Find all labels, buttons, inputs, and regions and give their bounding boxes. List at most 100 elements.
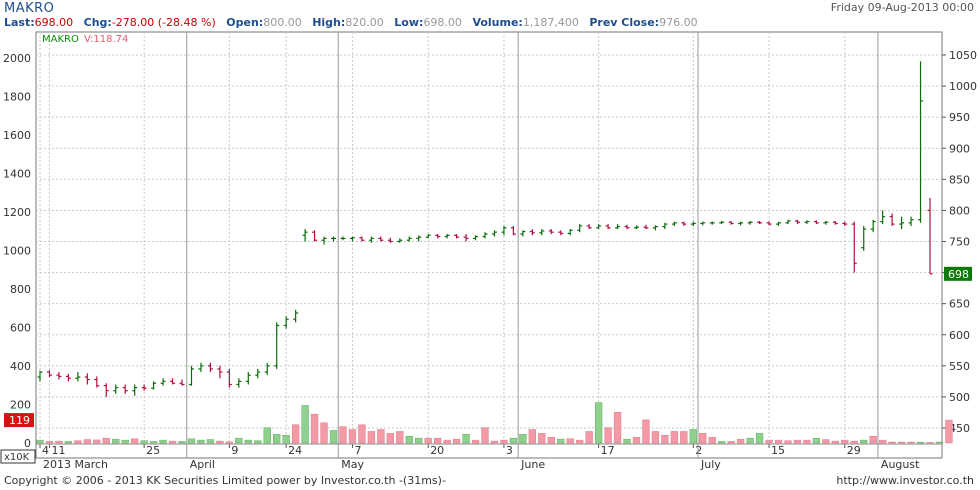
last-volume-badge [4, 413, 34, 428]
volume-bar [386, 433, 394, 444]
legend-symbol: MAKRO [42, 34, 79, 45]
month-label: June [520, 458, 545, 471]
volume-bar [699, 433, 707, 444]
volume-bar [102, 437, 110, 444]
volume-bar [755, 433, 764, 444]
x-axis-label: 25 [146, 444, 160, 457]
month-label: August [881, 458, 920, 471]
volume-bar [462, 434, 470, 444]
volume-bar [670, 431, 679, 444]
volume-label: Volume: [472, 16, 523, 29]
open-label: Open: [226, 16, 264, 29]
volume-bar [434, 437, 442, 444]
volume-bar [45, 441, 54, 444]
volume-bar [765, 439, 773, 444]
volume-bar [187, 438, 196, 444]
prev-close-label: Prev Close: [589, 16, 660, 29]
left-axis-label: 1600 [3, 129, 31, 142]
volume-bar [689, 429, 697, 444]
month-label: May [341, 458, 364, 471]
volume-unit-box [0, 449, 36, 464]
volume-bar [443, 439, 451, 444]
volume-bar [841, 439, 849, 444]
volume-bar [661, 435, 669, 444]
right-axis-label: 750 [949, 236, 970, 249]
copyright: Copyright © 2006 - 2013 KK Securities Li… [4, 474, 446, 487]
volume-bar [452, 438, 461, 444]
volume-bar [471, 439, 480, 444]
volume-bar [774, 439, 783, 444]
volume-bar [945, 419, 953, 444]
right-axis-label: 850 [949, 173, 970, 186]
volume-bar [55, 440, 63, 444]
left-axis-label: 600 [10, 322, 31, 335]
volume-bar [793, 439, 802, 444]
volume-value: 1,187,400 [522, 16, 579, 29]
right-axis-label: 650 [949, 298, 970, 311]
volume-bar [254, 440, 262, 444]
volume-bar [481, 427, 489, 444]
volume-bar [831, 440, 839, 444]
volume-unit-label: x10K [4, 452, 30, 463]
last-label: Last: [4, 16, 35, 29]
volume-bar [888, 441, 896, 444]
volume-bar [301, 405, 309, 444]
right-axis-label: 950 [949, 111, 970, 124]
x-axis-label: 7 [354, 444, 361, 457]
right-axis-label: 450 [949, 422, 970, 435]
x-axis-label: 9 [231, 444, 238, 457]
volume-bar [149, 441, 158, 444]
x-axis-label: 24 [288, 444, 302, 457]
last-volume-badge-label: 119 [9, 414, 30, 427]
volume-bar [216, 440, 224, 444]
volume-bar [803, 439, 811, 444]
volume-bar [604, 427, 612, 444]
volume-bar [282, 435, 290, 444]
low-label: Low: [394, 16, 424, 29]
volume-bar [339, 426, 347, 444]
price-chart[interactable]: 4505005506006507007508008509009501000105… [0, 0, 980, 474]
volume-bar [424, 437, 432, 444]
volume-bar [708, 436, 716, 444]
legend-volume: V:118.74 [84, 34, 128, 45]
volume-bar [367, 431, 376, 444]
volume-bar [140, 440, 148, 444]
volume-bar [93, 439, 101, 444]
volume-bar [291, 424, 300, 444]
high-value: 820.00 [345, 16, 384, 29]
session-date: Friday 09-Aug-2013 00:00 [830, 1, 974, 14]
volume-bar [235, 437, 243, 444]
symbol-title: MAKRO [4, 1, 55, 16]
site-link[interactable]: http://www.investor.co.th [836, 474, 974, 487]
volume-bar [74, 440, 82, 444]
x-axis-label: 17 [601, 444, 615, 457]
volume-bar [528, 429, 536, 444]
right-axis-label: 600 [949, 329, 970, 342]
plot-frame [35, 31, 943, 459]
volume-bar [869, 436, 877, 444]
volume-bar [822, 439, 830, 444]
month-label: April [190, 458, 215, 471]
volume-bar [538, 433, 546, 444]
left-axis-label: 400 [10, 360, 31, 373]
volume-bar [64, 441, 73, 444]
volume-bar [36, 439, 44, 444]
month-label: 2013 March [43, 458, 108, 471]
volume-bar [860, 439, 868, 444]
volume-bar [197, 439, 205, 444]
volume-bar [178, 441, 186, 444]
volume-bar [405, 436, 413, 444]
last-price-badge [944, 266, 972, 281]
volume-bar [850, 440, 858, 444]
volume-bar [651, 431, 660, 444]
volume-bar [206, 439, 215, 444]
volume-bar [613, 411, 622, 444]
volume-bar [225, 441, 234, 444]
volume-bar [718, 441, 726, 444]
last-value: 698.00 [34, 16, 74, 29]
volume-bar [320, 422, 328, 444]
left-axis-label: 1400 [3, 168, 31, 181]
volume-bar [112, 438, 120, 444]
volume-bar [736, 438, 745, 444]
volume-bar [926, 442, 934, 444]
